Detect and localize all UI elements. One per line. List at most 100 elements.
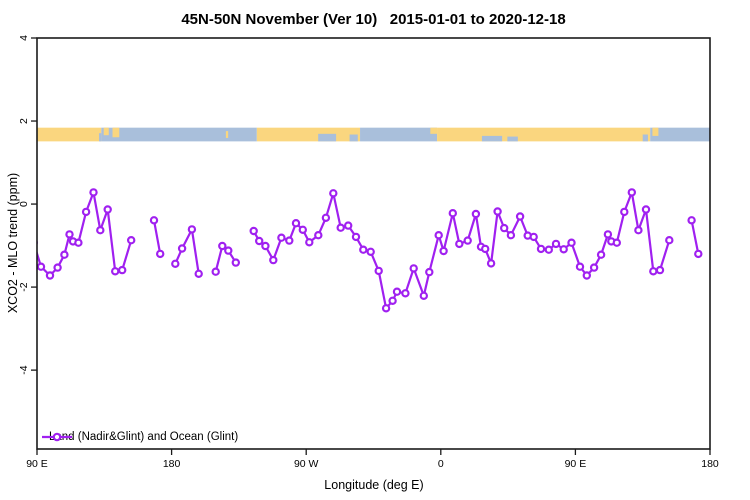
data-point-marker (255, 236, 264, 246)
data-point-marker (60, 250, 69, 259)
data-point-marker (374, 266, 383, 276)
data-point-marker (582, 271, 592, 280)
series-line (152, 219, 162, 255)
data-point-marker (336, 223, 345, 232)
data-point-marker (589, 263, 599, 272)
data-point-marker (351, 232, 361, 242)
data-point-marker (74, 238, 83, 247)
data-point-marker (366, 247, 375, 256)
data-point-marker (45, 271, 55, 280)
data-point-marker (575, 262, 585, 271)
y-tick-label: 2 (18, 118, 30, 124)
band-ocean-segment (101, 127, 257, 142)
data-point-marker (434, 230, 443, 240)
data-point-marker (463, 236, 472, 245)
series-line (174, 228, 200, 275)
band-land-patch (430, 127, 438, 134)
chart-title: 45N-50N November (Ver 10) 2015-01-01 to … (181, 11, 566, 28)
band-ocean-segment (650, 127, 710, 142)
legend-label: Land (Nadir&Glint) and Ocean (Glint) (49, 431, 239, 443)
data-point-marker (89, 188, 98, 197)
data-point-marker (381, 304, 391, 313)
y-tick-label: -2 (18, 282, 30, 291)
data-point-marker (694, 249, 703, 259)
data-point-marker (261, 241, 270, 251)
data-point-marker (529, 232, 538, 242)
data-point-marker (155, 249, 165, 259)
data-point-marker (218, 241, 227, 251)
data-point-marker (211, 267, 220, 276)
data-point-marker (500, 223, 509, 233)
x-axis-title: Longitude (deg E) (324, 478, 424, 492)
data-point-marker (627, 188, 637, 197)
data-point-marker (559, 245, 568, 254)
data-point-marker (37, 262, 46, 271)
y-tick-label: -4 (18, 365, 30, 374)
data-point-marker (117, 265, 127, 275)
data-point-marker (224, 246, 233, 255)
band-land-patch (103, 127, 109, 136)
data-point-marker (285, 236, 294, 245)
data-point-marker (96, 225, 105, 235)
data-point-marker (455, 239, 464, 249)
band-ocean-patch (642, 134, 648, 142)
data-point-marker (536, 244, 546, 254)
data-point-marker (388, 296, 397, 305)
data-point-marker (603, 230, 613, 239)
band-ocean-patch (481, 135, 503, 142)
band-ocean-patch (507, 136, 518, 142)
series-line (252, 191, 671, 310)
y-axis-title: XCO2 - MLO trend (ppm) (6, 172, 20, 314)
data-point-marker (194, 269, 203, 278)
data-point-marker (665, 235, 674, 245)
band-land-patch (112, 127, 120, 138)
data-point-marker (171, 259, 180, 268)
data-point-marker (419, 291, 428, 300)
data-point-marker (53, 263, 62, 272)
y-axis-ticks: 4 2 0 -2 -4 (18, 35, 37, 375)
x-axis-ticks: 90 E 180 90 W 0 90 E 180 (26, 449, 719, 470)
data-point-marker (231, 258, 240, 267)
data-point-marker (515, 212, 525, 221)
data-point-marker (471, 209, 481, 219)
band-land-patch (652, 127, 659, 136)
x-tick-label: 180 (701, 458, 719, 470)
land-ocean-band (37, 127, 710, 142)
data-point-marker (65, 230, 74, 239)
data-point-marker (634, 225, 643, 235)
data-point-marker (392, 287, 402, 296)
data-point-marker (544, 245, 554, 254)
data-point-marker (448, 208, 457, 218)
data-point-marker (126, 235, 136, 245)
data-point-marker (401, 289, 410, 298)
data-point-marker (329, 189, 338, 198)
data-point-marker (655, 265, 665, 275)
data-point-marker (249, 226, 258, 236)
data-point-marker (149, 216, 159, 225)
data-point-marker (649, 267, 658, 276)
data-point-marker (359, 245, 368, 254)
data-point-marker (103, 205, 112, 214)
data-point-marker (620, 207, 629, 217)
legend-line-marker-icon (42, 432, 72, 442)
data-point-marker (110, 267, 120, 276)
band-land-segment (37, 127, 102, 142)
data-point-marker (481, 244, 490, 254)
data-point-marker (37, 240, 38, 246)
data-point-marker (493, 207, 502, 216)
data-point-marker (506, 230, 516, 240)
data-point-marker (314, 230, 323, 240)
data-point-marker (612, 238, 622, 247)
data-point-marker (425, 267, 434, 277)
band-ocean-segment (360, 127, 438, 142)
band-land-segment (437, 127, 651, 142)
data-point-marker (321, 213, 331, 222)
legend: Land (Nadir&Glint) and Ocean (Glint) (40, 429, 238, 445)
y-tick-label: 4 (18, 35, 30, 41)
data-point-marker (551, 239, 561, 249)
data-point-marker (687, 216, 696, 225)
data-point-marker (177, 244, 187, 253)
data-point-marker (567, 238, 576, 247)
